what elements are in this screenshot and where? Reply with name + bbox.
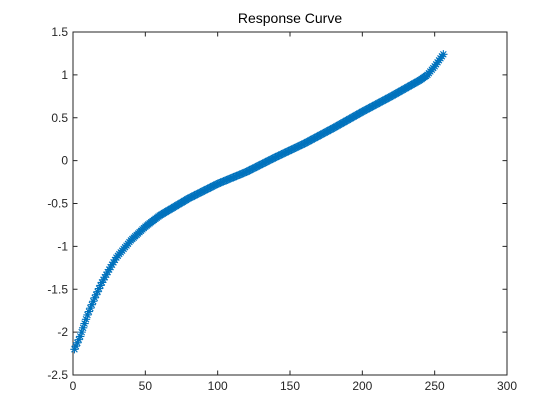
data-point [439, 50, 448, 59]
data-point [223, 175, 232, 184]
data-point [235, 170, 244, 179]
data-point [77, 327, 86, 337]
data-point [222, 176, 231, 185]
x-tick-label: 300 [497, 379, 517, 393]
data-point [84, 307, 94, 316]
y-tick-label: -1.5 [47, 282, 68, 296]
x-tick-label: 50 [139, 379, 153, 393]
chart-title: Response Curve [238, 10, 342, 26]
data-point [90, 293, 99, 302]
data-point [100, 273, 109, 282]
data-point [226, 174, 235, 183]
data-point [214, 179, 224, 188]
x-tick-label: 0 [70, 379, 77, 393]
data-point [78, 323, 88, 332]
data-point [220, 176, 230, 185]
data-point [233, 171, 243, 180]
y-tick-label: 1 [61, 68, 68, 82]
data-point [107, 260, 117, 269]
x-tick-label: 200 [352, 379, 372, 393]
data-point [230, 172, 240, 181]
data-point [80, 319, 89, 328]
data-point [74, 335, 83, 344]
data-point [109, 258, 118, 267]
data-point [91, 290, 101, 299]
data-point [227, 173, 237, 182]
data-point [89, 297, 98, 306]
data-point [238, 169, 247, 178]
x-tick-label: 250 [425, 379, 445, 393]
data-series [70, 50, 448, 354]
data-point [219, 177, 228, 186]
data-point [239, 168, 248, 178]
y-tick-label: -2.5 [47, 368, 68, 382]
data-point [73, 338, 82, 347]
data-point [229, 173, 238, 182]
data-point [70, 345, 79, 354]
data-point [216, 178, 225, 187]
y-tick-label: -0.5 [47, 197, 68, 211]
data-point [241, 168, 250, 177]
data-point [81, 315, 91, 324]
y-tick-label: 0.5 [51, 111, 68, 125]
data-point [71, 341, 81, 351]
data-point [99, 275, 108, 284]
data-point [106, 262, 115, 272]
data-point [225, 174, 234, 184]
data-point [76, 332, 85, 341]
x-tick-label: 150 [280, 379, 300, 393]
data-point [87, 300, 96, 309]
y-tick-label: -2 [57, 325, 68, 339]
y-axis-ticks: -2.5 -2 -1.5 -1 -0.5 0 0.5 1 1.5 [47, 25, 507, 382]
y-tick-label: 0 [61, 154, 68, 168]
data-point [213, 179, 222, 188]
data-point [110, 255, 120, 265]
data-point [83, 310, 92, 320]
data-point [97, 278, 107, 287]
y-tick-label: 1.5 [51, 25, 68, 39]
x-axis-ticks: 0 50 100 150 200 250 300 [70, 32, 517, 393]
data-point [86, 303, 95, 313]
x-tick-label: 100 [208, 379, 228, 393]
data-point [94, 284, 104, 293]
data-point [105, 265, 114, 274]
data-point [103, 267, 112, 277]
data-point [102, 270, 111, 279]
data-point [96, 281, 105, 290]
data-point [232, 171, 241, 181]
data-point [217, 177, 227, 187]
data-point [236, 170, 245, 179]
y-tick-label: -1 [57, 239, 68, 253]
data-point [93, 287, 102, 296]
